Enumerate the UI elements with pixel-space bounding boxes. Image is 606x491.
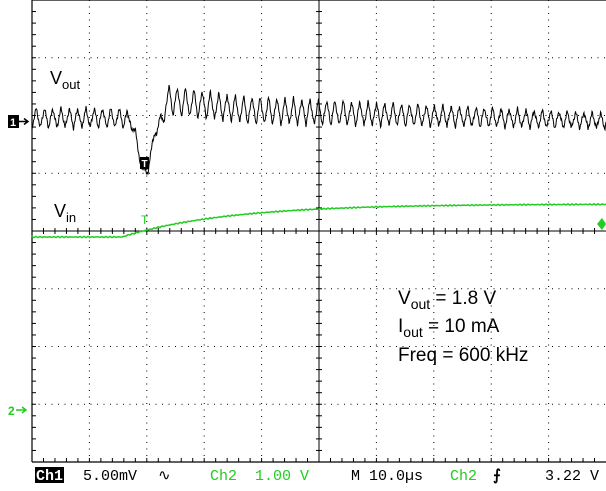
trigger-level-marker [597,218,606,230]
vout-label: Vout [50,68,80,92]
annotation-vout: Vout = 1.8 V [398,288,497,312]
vin-label-main: V [54,201,66,221]
ch1-ground-marker: 1 [8,115,30,129]
ch2-label: Ch2 [210,468,237,485]
status-bar: Ch1 5.00mV ∿ Ch2 1.00 V M 10.0µs Ch2 ⨍ 3… [35,467,599,485]
ch2-marker-number: 2 [8,404,15,418]
graticule [31,0,606,463]
ch1-scale: 5.00mV [83,468,137,485]
ch2-scale: 1.00 V [255,468,309,485]
vout-label-sub: out [62,77,80,92]
annotation-vout-main: V [398,288,411,309]
vout-trace [31,84,606,175]
vout-label-main: V [50,68,62,88]
ch2-ground-marker: 2 [8,404,28,418]
annotation-iout: Iout = 10 mA [398,316,500,340]
ch1-marker-number: 1 [10,117,16,129]
vout-cursor-marker-text: T [142,159,148,170]
ch1-label-box [35,467,64,483]
annotation-iout-main: I [398,316,403,337]
timebase: M 10.0µs [351,468,423,485]
annotation-freq: Freq = 600 kHz [398,345,528,366]
vin-label: Vin [54,201,76,225]
vin-label-sub: in [66,210,76,225]
trigger-source: Ch2 [450,468,477,485]
vin-trace [31,202,606,239]
annotation-vout-sub: out [411,296,431,312]
annotation-vout-rest: = 1.8 V [430,288,496,309]
annotation-iout-rest: = 10 mA [423,316,500,337]
trigger-level: 3.22 V [545,468,599,485]
trigger-time-marker: T [141,213,149,227]
ch1-coupling-icon: ∿ [158,468,171,485]
trigger-slope-icon: ⨍ [493,468,501,485]
ch1-label: Ch1 [36,468,63,485]
annotation-iout-sub: out [403,324,423,340]
vout-cursor-marker: T [140,157,149,170]
trigger-time-marker-text: T [141,213,149,227]
